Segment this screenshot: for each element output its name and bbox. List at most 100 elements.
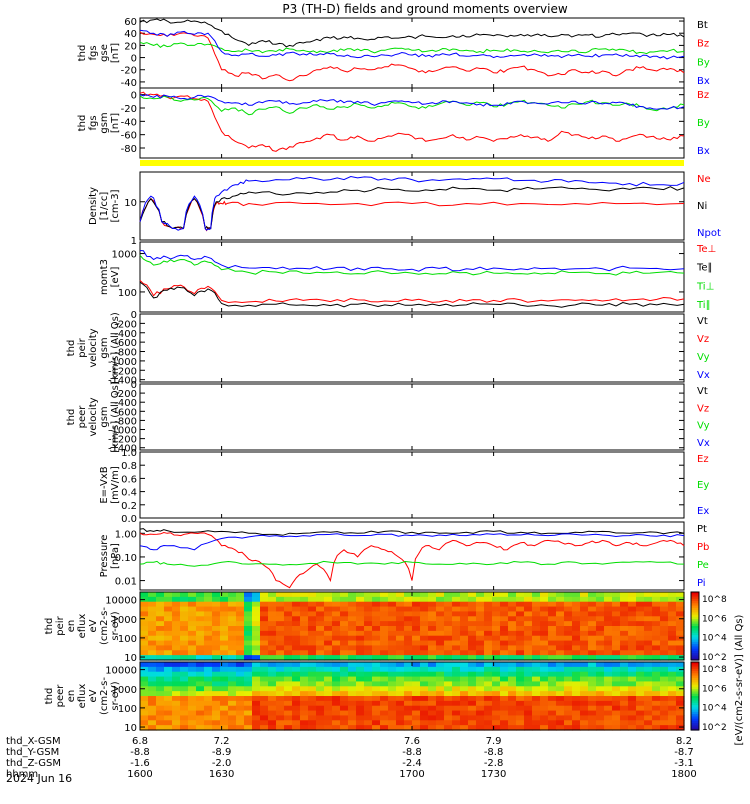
heatmap-cell — [588, 691, 597, 697]
heatmap-cell — [268, 655, 277, 661]
y-axis-label: en — [66, 690, 77, 703]
heatmap-cell — [228, 705, 237, 712]
colorbar-cell — [691, 702, 699, 706]
heatmap-cell — [348, 596, 357, 603]
heatmap-cell — [308, 700, 317, 707]
colorbar-cell — [691, 614, 699, 618]
heatmap-cell — [332, 630, 341, 637]
heatmap-cell — [556, 725, 565, 731]
heatmap-cell — [196, 710, 205, 717]
heatmap-cell — [228, 686, 237, 692]
heatmap-cell — [444, 621, 453, 627]
heatmap-cell — [484, 645, 493, 651]
heatmap-cell — [156, 666, 165, 673]
heatmap-cell — [508, 662, 517, 668]
heatmap-cell — [308, 715, 317, 721]
heatmap-cell — [548, 671, 557, 678]
heatmap-cell — [548, 630, 557, 637]
heatmap-cell — [236, 626, 245, 632]
heatmap-cell — [644, 650, 653, 656]
heatmap-cell — [500, 596, 509, 603]
heatmap-cell — [324, 720, 333, 726]
heatmap-cell — [636, 700, 645, 707]
heatmap-cell — [476, 715, 485, 721]
heatmap-cell — [412, 700, 421, 707]
heatmap-cell — [468, 630, 477, 637]
heatmap-cell — [292, 666, 301, 673]
heatmap-cell — [484, 676, 493, 683]
heatmap-cell — [468, 645, 477, 651]
heatmap-cell — [228, 616, 237, 622]
heatmap-cell — [500, 676, 509, 683]
heatmap-cell — [436, 592, 445, 598]
heatmap-cell — [372, 720, 381, 726]
heatmap-cell — [652, 686, 661, 692]
heatmap-cell — [228, 700, 237, 707]
heatmap-cell — [580, 691, 589, 697]
heatmap-peir_spectrogram — [140, 592, 685, 661]
heatmap-cell — [612, 710, 621, 717]
heatmap-cell — [140, 630, 149, 637]
x-axis-row-value: 1630 — [209, 769, 234, 780]
y-axis-label: eflux — [77, 684, 88, 709]
heatmap-cell — [516, 596, 525, 603]
heatmap-cell — [284, 592, 293, 598]
heatmap-cell — [172, 596, 181, 603]
heatmap-cell — [228, 650, 237, 656]
heatmap-cell — [588, 645, 597, 651]
heatmap-cell — [140, 700, 149, 707]
heatmap-cell — [604, 645, 613, 651]
heatmap-cell — [444, 616, 453, 622]
legend-entry: By — [697, 118, 710, 129]
x-axis-row-value: 8.2 — [676, 736, 692, 747]
series-line — [139, 528, 685, 536]
heatmap-cell — [340, 596, 349, 603]
heatmap-cell — [572, 650, 581, 656]
heatmap-cell — [500, 696, 509, 702]
heatmap-cell — [420, 676, 429, 683]
legend-entry: Pb — [697, 542, 709, 553]
heatmap-cell — [596, 691, 605, 697]
heatmap-cell — [668, 592, 677, 598]
heatmap-cell — [516, 626, 525, 632]
heatmap-cell — [308, 640, 317, 647]
heatmap-cell — [612, 715, 621, 721]
heatmap-cell — [212, 666, 221, 673]
heatmap-cell — [668, 616, 677, 622]
heatmap-cell — [188, 650, 197, 656]
heatmap-cell — [372, 710, 381, 717]
heatmap-cell — [300, 662, 309, 668]
heatmap-cell — [164, 645, 173, 651]
heatmap-cell — [412, 655, 421, 661]
y-tick-label: 60 — [124, 17, 137, 28]
heatmap-cell — [244, 710, 253, 717]
heatmap-cell — [332, 601, 341, 608]
heatmap-cell — [188, 700, 197, 707]
heatmap-cell — [236, 630, 245, 637]
heatmap-cell — [220, 601, 229, 608]
heatmap-cell — [372, 691, 381, 697]
series-line — [139, 254, 685, 276]
heatmap-cell — [468, 710, 477, 717]
heatmap-cell — [612, 662, 621, 668]
heatmap-cell — [324, 621, 333, 627]
heatmap-cell — [148, 691, 157, 697]
heatmap-cell — [284, 655, 293, 661]
heatmap-cell — [620, 630, 629, 637]
heatmap-cell — [468, 650, 477, 656]
heatmap-cell — [460, 606, 469, 613]
heatmap-cell — [212, 725, 221, 731]
heatmap-cell — [308, 650, 317, 656]
heatmap-cell — [364, 725, 373, 731]
heatmap-cell — [388, 655, 397, 661]
heatmap-cell — [636, 681, 645, 687]
heatmap-cell — [660, 592, 669, 598]
heatmap-cell — [588, 596, 597, 603]
heatmap-cell — [308, 655, 317, 661]
y-tick-label: -800 — [114, 348, 137, 359]
heatmap-cell — [388, 662, 397, 668]
heatmap-cell — [356, 696, 365, 702]
heatmap-cell — [348, 626, 357, 632]
